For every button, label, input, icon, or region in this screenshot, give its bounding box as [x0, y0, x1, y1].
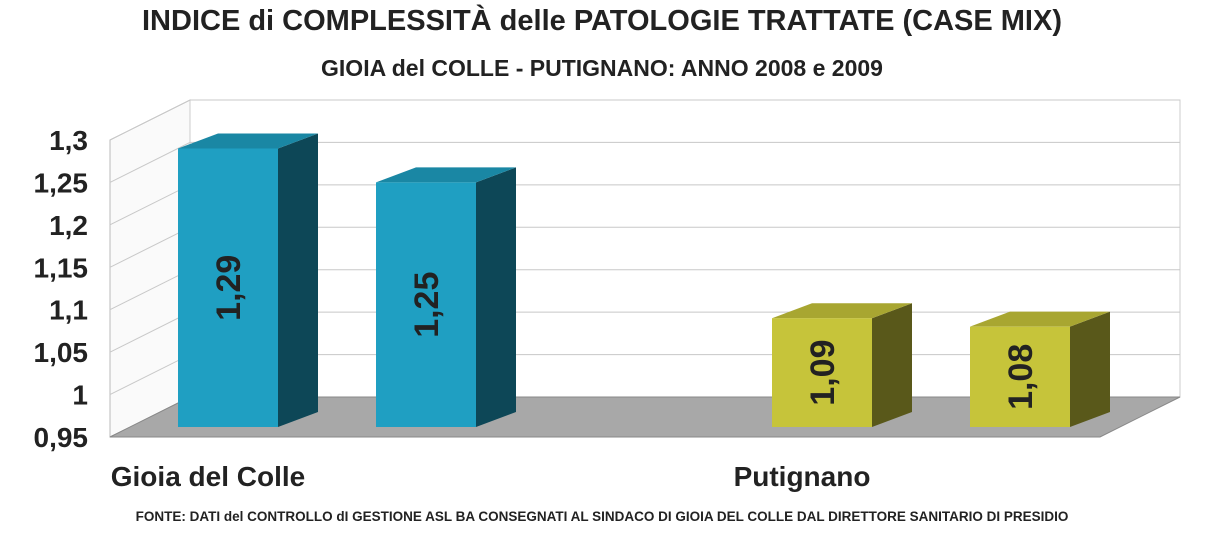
- y-tick-label: 1,2: [49, 210, 88, 241]
- bar-top: [970, 311, 1110, 327]
- bar: [772, 318, 872, 427]
- y-tick-label: 1,1: [49, 295, 88, 326]
- bar: [970, 326, 1070, 427]
- value-label: 1,08: [1002, 344, 1040, 410]
- bar: [376, 182, 476, 427]
- bar-side: [476, 167, 516, 427]
- plot-area: 0,95 1 1,05 1,1 1,15 1,2 1,25 1,3 Gioia del Coll…: [34, 99, 1181, 492]
- x-tick-label: Gioia del Colle: [111, 461, 305, 492]
- source-note: FONTE: DATI del CONTROLLO dI GESTIONE AS…: [136, 509, 1069, 524]
- grid-line: [109, 99, 1180, 141]
- bar-side: [872, 303, 912, 427]
- bar: [178, 148, 278, 427]
- y-tick-label: 1: [72, 380, 88, 411]
- value-label: 1,29: [210, 255, 248, 321]
- bar-top: [376, 167, 516, 183]
- y-tick-label: 0,95: [34, 422, 89, 453]
- x-tick-label: Putignano: [734, 461, 871, 492]
- chart-title: INDICE di COMPLESSITÀ delle PATOLOGIE TR…: [142, 3, 1062, 37]
- value-label: 1,09: [804, 340, 842, 406]
- bar-side: [1070, 311, 1110, 427]
- y-tick-label: 1,05: [34, 337, 89, 368]
- value-label: 1,25: [408, 272, 446, 338]
- y-tick-label: 1,15: [34, 252, 89, 283]
- y-tick-label: 1,25: [34, 167, 89, 198]
- bar-top: [772, 303, 912, 319]
- y-tick-label: 1,3: [49, 125, 88, 156]
- chart-subtitle: GIOIA del COLLE - PUTIGNANO: ANNO 2008 e…: [321, 55, 883, 81]
- grid-line: [109, 141, 1180, 183]
- bar-top: [178, 133, 318, 149]
- bar-side: [278, 133, 318, 427]
